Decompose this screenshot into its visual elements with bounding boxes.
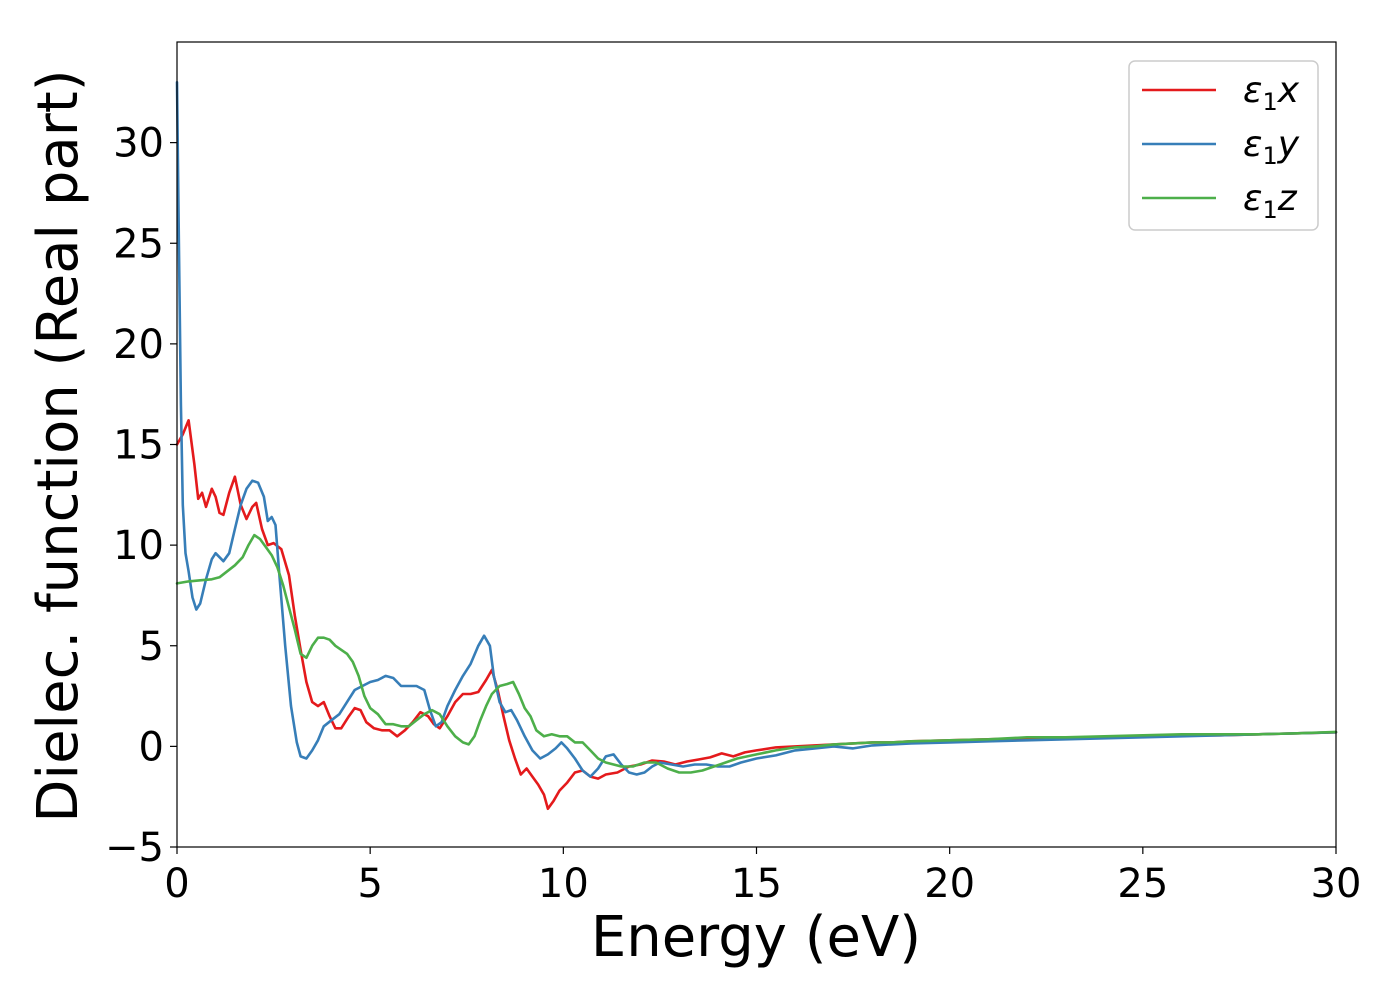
y-axis-title: Dielec. function (Real part) — [26, 69, 91, 822]
legend-entries: ε1x ε1y ε1z — [1142, 70, 1300, 224]
legend: ε1x ε1y ε1z — [1128, 60, 1319, 231]
y-tick-label: 15 — [113, 423, 164, 469]
y-tick-label: 25 — [113, 221, 164, 267]
y-tick-label: 30 — [113, 121, 164, 167]
y-tick-label: 5 — [139, 624, 164, 670]
x-tick-label: 30 — [1311, 861, 1362, 907]
y-tick-label: 0 — [139, 724, 164, 770]
legend-label-x: ε1x — [1243, 70, 1300, 116]
x-tick-label: 25 — [1117, 861, 1168, 907]
x-axis-title: Energy (eV) — [591, 905, 921, 970]
x-tick-label: 5 — [357, 861, 382, 907]
legend-label-y: ε1y — [1243, 124, 1300, 170]
y-tick-label: 10 — [113, 523, 164, 569]
x-tick-label: 15 — [731, 861, 782, 907]
series-line-z — [175, 533, 1338, 774]
x-tick-label: 20 — [924, 861, 975, 907]
x-tick-label: 10 — [538, 861, 589, 907]
series-line-y — [175, 81, 1338, 778]
y-tick-label: 20 — [113, 322, 164, 368]
y-tick-label: −5 — [105, 825, 164, 871]
x-tick-label: 0 — [164, 861, 189, 907]
y-axis-ticks: −5 0 5 10 15 20 25 30 — [105, 121, 177, 871]
series-layer — [175, 81, 1338, 811]
legend-box — [1128, 60, 1319, 231]
x-axis-ticks: 0 5 10 15 20 25 30 — [164, 847, 1361, 907]
legend-label-z: ε1z — [1243, 178, 1298, 224]
